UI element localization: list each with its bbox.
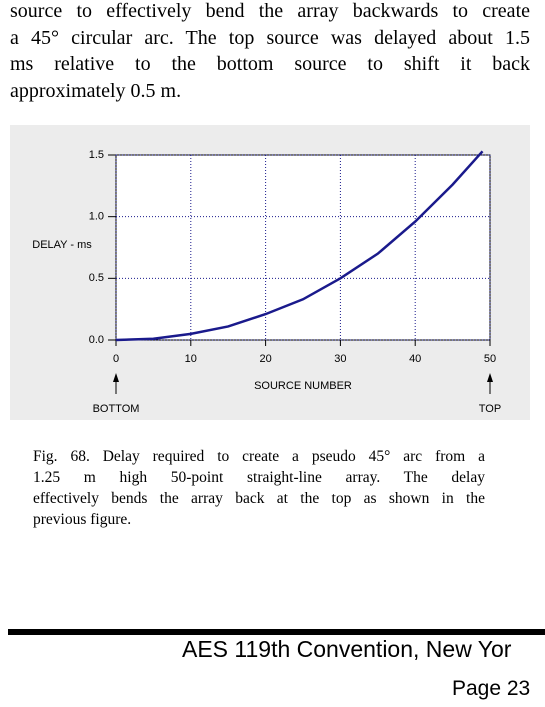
caption-line: previous figure. [33, 511, 132, 528]
annotation: BOTTOM [93, 403, 140, 415]
caption-line: 1.25 m high 50-point straight-line array… [33, 469, 485, 486]
arrow-head [487, 373, 493, 382]
caption-line: effectively bends the array back at the … [33, 490, 485, 507]
x-axis-label: SOURCE NUMBER [254, 380, 352, 392]
footer-rule [8, 629, 545, 635]
x-tick-label: 0 [113, 353, 119, 365]
paragraph: source to effectively bend the array bac… [10, 0, 530, 104]
y-tick-label: 0.5 [89, 272, 104, 284]
data-line [115, 150, 484, 342]
x-tick-label: 20 [259, 353, 271, 365]
paragraph-line: ms relative to the bottom source to shif… [10, 53, 530, 75]
chart: DELAY - ms SOURCE NUMBER 0.0 0.5 1.0 1.5 0 10… [10, 125, 530, 420]
footer-conference: AES 119th Convention, New Yor [182, 636, 512, 662]
paragraph-line: approximately 0.5 m. [10, 79, 182, 102]
y-tick-label: 1.5 [89, 149, 104, 161]
y-axis-label: DELAY - ms [32, 239, 92, 251]
y-tick-label: 1.0 [89, 211, 104, 223]
x-tick-label: 30 [334, 353, 346, 365]
caption: Fig. 68. Delay required to create a pseu… [33, 446, 485, 530]
plot-area [115, 154, 491, 341]
annotation: TOP [479, 403, 501, 415]
arrow-head [113, 373, 119, 382]
x-tick-label: 40 [409, 353, 421, 365]
paragraph-line: source to effectively bend the array bac… [10, 0, 530, 22]
paragraph-line: a 45° circular arc. The top source was d… [10, 26, 530, 49]
y-tick-label: 0.0 [89, 334, 104, 346]
x-tick-label: 10 [185, 353, 197, 365]
x-tick-label: 50 [484, 353, 496, 365]
caption-line: Fig. 68. Delay required to create a pseu… [33, 448, 485, 465]
footer-page: Page 23 [452, 677, 531, 700]
